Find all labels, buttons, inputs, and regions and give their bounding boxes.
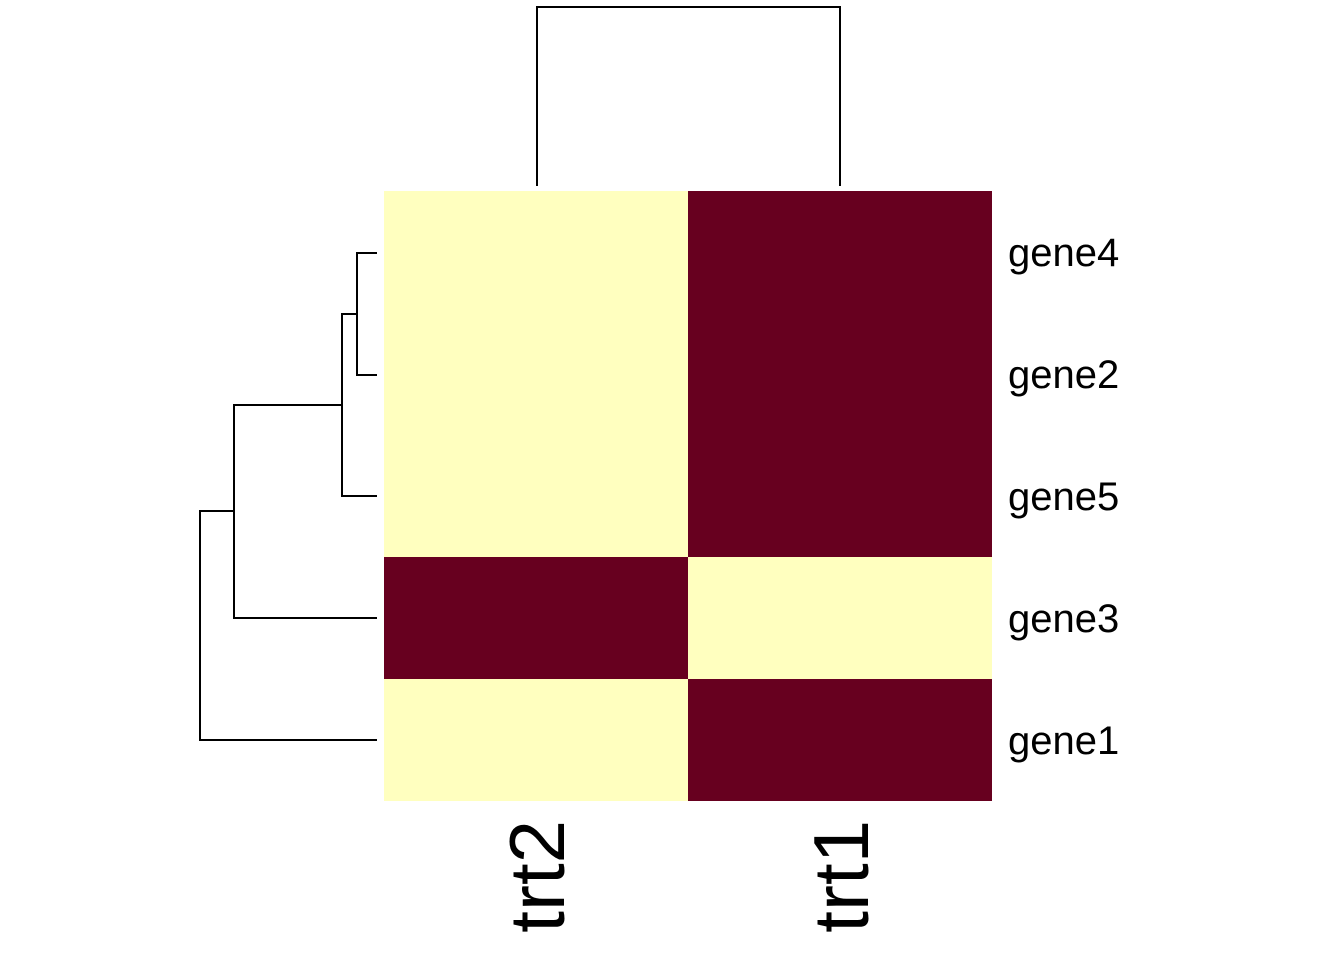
heatmap-cell-gene3-trt1	[688, 557, 992, 679]
column-label-trt1: trt1	[797, 820, 885, 933]
heatmap-cell-gene3-trt2	[384, 557, 688, 679]
heatmap-cell-gene4-trt1	[688, 191, 992, 313]
heatmap-cell-gene5-trt1	[688, 435, 992, 557]
row-label-gene5: gene5	[1008, 475, 1119, 519]
heatmap-cell-gene1-trt2	[384, 679, 688, 801]
column-dendrogram	[536, 6, 841, 186]
row-dendrogram-branch-gene1	[199, 510, 377, 741]
heatmap-cell-gene2-trt1	[688, 313, 992, 435]
row-label-gene1: gene1	[1008, 719, 1119, 763]
row-dendrogram-branch-gene5	[341, 313, 377, 497]
row-labels: gene4 gene2 gene5 gene3 gene1	[1008, 231, 1119, 763]
row-dendrogram-branch-gene3	[233, 404, 377, 619]
row-label-gene2: gene2	[1008, 353, 1119, 397]
heatmap-cell-gene5-trt2	[384, 435, 688, 557]
row-dendrogram-branch-gene4-gene2	[356, 252, 377, 376]
column-labels: trt2 trt1	[493, 820, 885, 933]
column-dendrogram-branch	[536, 6, 841, 186]
heatmap-cells	[384, 191, 992, 801]
heatmap-cell-gene4-trt2	[384, 191, 688, 313]
column-label-trt2: trt2	[493, 820, 581, 933]
row-label-gene3: gene3	[1008, 597, 1119, 641]
row-dendrogram	[199, 252, 377, 741]
row-label-gene4: gene4	[1008, 231, 1119, 275]
heatmap-cell-gene2-trt2	[384, 313, 688, 435]
heatmap-cell-gene1-trt1	[688, 679, 992, 801]
